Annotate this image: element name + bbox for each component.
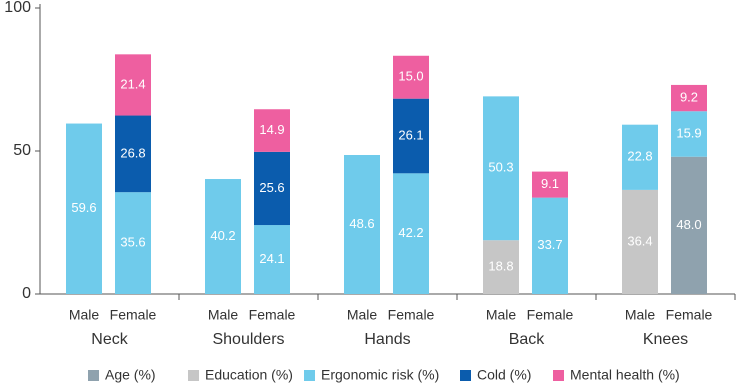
value-label: 36.4 — [627, 233, 652, 248]
value-label: 21.4 — [120, 76, 145, 91]
legend-swatch — [88, 370, 99, 381]
bar-segment — [205, 179, 241, 294]
legend-label: Age (%) — [105, 367, 156, 383]
bar-segment — [393, 55, 429, 99]
bar-segment — [66, 123, 102, 294]
bar-segment — [115, 192, 151, 294]
legend-label: Education (%) — [205, 367, 293, 383]
bar-segment — [254, 109, 290, 152]
bar-segment — [483, 240, 519, 294]
x-tick-label: Male — [347, 307, 378, 323]
group-label: Neck — [91, 331, 128, 348]
bar-segment — [254, 151, 290, 226]
value-label: 15.0 — [398, 69, 423, 84]
x-tick-label: Female — [527, 307, 574, 323]
x-tick-label: Male — [625, 307, 656, 323]
value-label: 25.6 — [259, 180, 284, 195]
value-label: 35.6 — [120, 235, 145, 250]
value-label: 33.7 — [537, 237, 562, 252]
bar-segment — [671, 84, 707, 112]
y-tick-label: 50 — [13, 142, 31, 159]
x-tick-label: Female — [249, 307, 296, 323]
group-label: Hands — [364, 331, 410, 348]
value-label: 48.6 — [349, 216, 374, 231]
x-tick-label: Male — [486, 307, 517, 323]
bar-segment — [671, 111, 707, 157]
y-tick-label: 0 — [22, 285, 31, 302]
group-label: Back — [509, 331, 546, 348]
value-label: 15.9 — [676, 125, 701, 140]
value-label: 9.1 — [541, 176, 559, 191]
legend-label: Cold (%) — [477, 367, 531, 383]
bar-segment — [483, 96, 519, 241]
x-tick-label: Male — [69, 307, 100, 323]
bar-segment — [254, 225, 290, 294]
value-label: 40.2 — [210, 228, 235, 243]
bar-segment — [115, 115, 151, 193]
legend-label: Mental health (%) — [570, 367, 680, 383]
y-tick-label: 100 — [4, 0, 31, 16]
value-label: 14.9 — [259, 122, 284, 137]
value-label: 18.8 — [488, 259, 513, 274]
legend-swatch — [304, 370, 315, 381]
x-tick-label: Female — [666, 307, 713, 323]
value-label: 22.8 — [627, 149, 652, 164]
x-tick-label: Female — [388, 307, 435, 323]
value-label: 48.0 — [676, 217, 701, 232]
bar-segment — [393, 173, 429, 294]
group-label: Shoulders — [212, 331, 284, 348]
value-label: 9.2 — [680, 90, 698, 105]
legend-swatch — [188, 370, 199, 381]
group-label: Knees — [643, 331, 688, 348]
bar-segment — [393, 98, 429, 174]
bar-segment — [532, 171, 568, 198]
bar-segment — [622, 124, 658, 190]
legend-label: Ergonomic risk (%) — [321, 367, 439, 383]
x-tick-label: Male — [208, 307, 239, 323]
legend-swatch — [553, 370, 564, 381]
legend-swatch — [460, 370, 471, 381]
bar-segment — [344, 155, 380, 294]
bar-segment — [671, 156, 707, 294]
bar-segment — [622, 189, 658, 294]
bar-segment — [532, 197, 568, 294]
value-label: 26.8 — [120, 145, 145, 160]
x-tick-label: Female — [110, 307, 157, 323]
value-label: 42.2 — [398, 225, 423, 240]
bar-segment — [115, 54, 151, 116]
value-label: 26.1 — [398, 127, 423, 142]
value-label: 24.1 — [259, 251, 284, 266]
value-label: 59.6 — [71, 200, 96, 215]
value-label: 50.3 — [488, 160, 513, 175]
